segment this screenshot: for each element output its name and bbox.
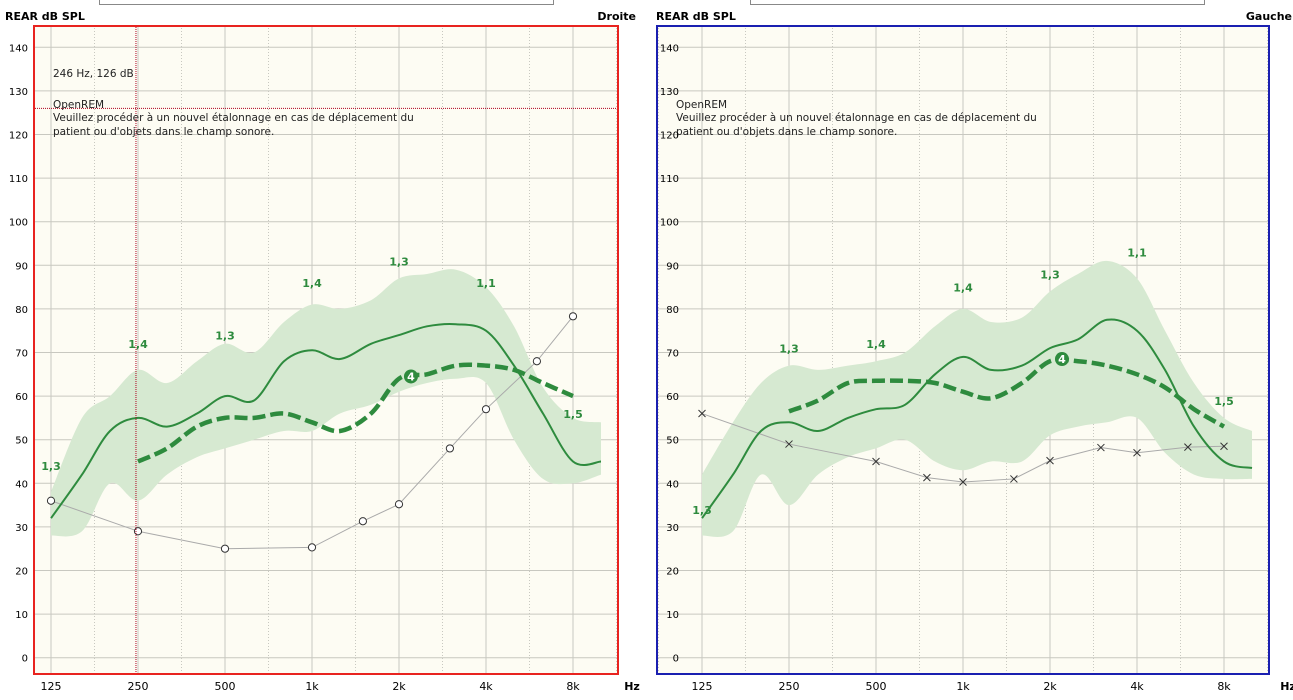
nal-label: 1,3 [215,329,235,342]
side-label: Droite [597,10,636,23]
top-field-right[interactable] [99,0,554,5]
x-tick-label: 8k [566,680,580,693]
threshold-point[interactable] [568,312,578,321]
note-line: Veuillez procéder à un nouvel étalonnage… [53,112,414,124]
y-tick-label: 50 [15,436,28,447]
threshold-point[interactable] [481,405,491,414]
audiogram-droite: 4 1,3 1,4 1,3 1,4 1,3 1,1 1,5 246 Hz, 126 dB Open… [5,10,640,693]
threshold-point[interactable] [394,500,404,509]
y-tick-label: 110 [9,174,28,185]
y-tick-label: 140 [9,43,28,54]
y-axis-label: REAR dB SPL [5,10,85,23]
target-range-band [51,269,601,537]
target-curve [137,362,574,464]
y-tick-label: 90 [15,261,28,272]
cursor-readout: 246 Hz, 126 dB [53,68,134,80]
x-tick-label: 1k [305,680,319,693]
threshold-point[interactable] [358,517,367,526]
plot-frame [33,25,619,675]
threshold-point[interactable] [532,357,541,366]
x-tick-label: 2k [392,680,406,693]
plot-area: 4 1,3 1,4 1,3 1,4 1,3 1,1 1,5 246 Hz, 126 dB Open… [33,25,619,675]
x-tick-label: 125 [41,680,62,693]
y-tick-label: 30 [15,523,28,534]
nal-label: 1,3 [389,255,409,268]
nal-label: 1,1 [476,277,496,290]
y-tick-label: 20 [15,567,28,578]
threshold-point[interactable] [220,544,230,553]
threshold-point[interactable] [445,444,454,453]
x-axis-unit: Hz [624,680,640,693]
nal-label: 1,4 [302,277,322,290]
measured-curve [50,322,602,519]
y-tick-label: 130 [9,87,28,98]
threshold-point[interactable] [46,496,56,505]
x-tick-label: 500 [215,680,236,693]
y-tick-label: 40 [15,479,28,490]
y-tick-label: 120 [9,131,28,142]
threshold-line [50,315,574,550]
y-tick-label: 70 [15,349,28,360]
y-tick-label: 80 [15,305,28,316]
y-tick-label: 100 [9,218,28,229]
x-tick-label: 4k [479,680,493,693]
note-title: OpenREM [53,99,104,111]
top-field-left[interactable] [750,0,1205,5]
nal-label: 1,5 [563,408,583,421]
y-tick-label: 0 [22,654,28,665]
nal-label: 1,3 [41,460,61,473]
threshold-point[interactable] [307,543,317,552]
target-marker-label: 4 [407,370,415,383]
nal-label: 1,4 [128,338,148,351]
x-tick-label: 250 [128,680,149,693]
y-tick-label: 10 [15,610,28,621]
target-marker[interactable]: 4 [403,369,418,384]
y-tick-label: 60 [15,392,28,403]
note-line: patient ou d'objets dans le champ sonore… [53,126,274,138]
